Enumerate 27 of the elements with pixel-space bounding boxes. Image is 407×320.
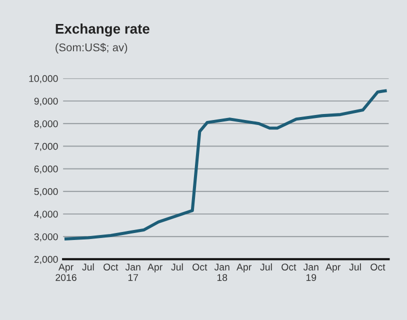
y-tick-label: 9,000 <box>34 98 58 106</box>
line-series <box>64 89 387 240</box>
x-tick-label: Jan 17 <box>125 264 140 281</box>
x-tick-label: Oct <box>104 264 118 271</box>
chart-subtitle: (Som:US$; av) <box>56 42 128 54</box>
y-tick-label: 7,000 <box>34 142 58 151</box>
x-tick-label: Jan 18 <box>214 264 230 281</box>
y-tick-label: 2,000 <box>34 256 58 264</box>
x-tick-label: Jul <box>82 263 94 271</box>
x-tick-label: Jul <box>260 263 272 271</box>
x-tick-label: Apr <box>147 264 162 272</box>
chart-title: Exchange rate <box>56 24 150 37</box>
x-tick-label: Jul <box>171 263 183 271</box>
y-tick-label: 6,000 <box>34 166 58 174</box>
x-tick-label: Apr <box>236 264 252 272</box>
x-tick-label: Jul <box>349 263 361 271</box>
x-tick-label: Jan 19 <box>303 264 318 281</box>
x-tick-label: Apr 2016 <box>56 264 76 281</box>
x-tick-label: Oct <box>192 264 208 271</box>
y-tick-label: 4,000 <box>34 210 58 219</box>
x-tick-label: Apr <box>326 264 340 272</box>
y-tick-label: 10,000 <box>29 75 58 84</box>
x-tick-label: Oct <box>282 264 296 271</box>
y-tick-label: 8,000 <box>34 120 58 128</box>
x-tick-label: Oct <box>370 264 386 271</box>
y-tick-label: 3,000 <box>34 233 58 242</box>
y-tick-label: 5,000 <box>34 188 58 196</box>
